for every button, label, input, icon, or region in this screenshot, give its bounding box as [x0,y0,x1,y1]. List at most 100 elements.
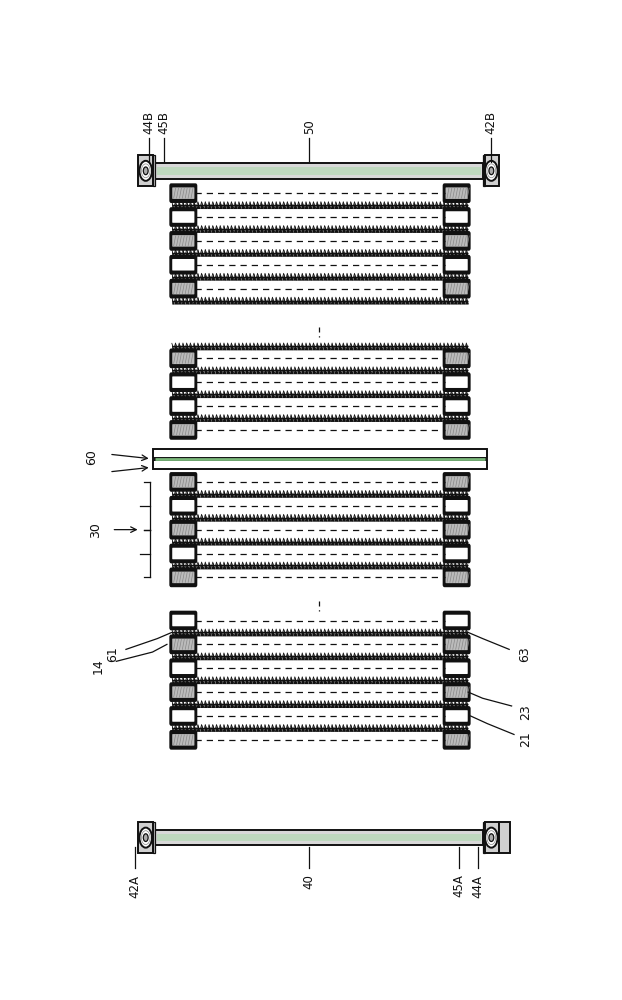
FancyBboxPatch shape [170,421,197,439]
FancyBboxPatch shape [443,659,470,677]
FancyBboxPatch shape [170,659,197,677]
FancyBboxPatch shape [443,397,470,415]
Circle shape [139,161,152,181]
Bar [157,167,481,175]
FancyBboxPatch shape [172,476,195,488]
FancyBboxPatch shape [443,707,470,725]
Bar [139,155,153,186]
FancyBboxPatch shape [445,524,468,535]
FancyBboxPatch shape [445,353,468,364]
FancyBboxPatch shape [445,283,468,294]
FancyBboxPatch shape [445,500,468,512]
Text: 42A: 42A [128,875,141,898]
FancyBboxPatch shape [443,232,470,250]
FancyBboxPatch shape [443,497,470,515]
FancyBboxPatch shape [443,280,470,297]
Text: 44A: 44A [471,875,485,898]
FancyBboxPatch shape [445,424,468,436]
FancyBboxPatch shape [172,662,195,674]
FancyBboxPatch shape [170,497,197,515]
FancyBboxPatch shape [170,521,197,538]
Bar [155,163,483,179]
FancyBboxPatch shape [172,548,195,559]
FancyBboxPatch shape [170,280,197,297]
FancyBboxPatch shape [170,612,197,629]
Text: 63: 63 [519,646,532,662]
FancyBboxPatch shape [170,349,197,367]
FancyBboxPatch shape [170,256,197,274]
FancyBboxPatch shape [443,569,470,586]
FancyBboxPatch shape [170,208,197,226]
FancyBboxPatch shape [172,524,195,535]
Text: 44B: 44B [142,111,156,134]
FancyBboxPatch shape [172,187,195,199]
Bar [154,449,486,458]
FancyBboxPatch shape [445,662,468,674]
Text: 14: 14 [91,658,104,674]
FancyBboxPatch shape [172,400,195,412]
FancyBboxPatch shape [170,184,197,202]
Circle shape [489,834,494,841]
FancyBboxPatch shape [443,521,470,538]
FancyBboxPatch shape [445,710,468,722]
Bar [153,822,155,853]
FancyBboxPatch shape [172,376,195,388]
FancyBboxPatch shape [443,636,470,653]
FancyBboxPatch shape [445,639,468,650]
FancyBboxPatch shape [170,569,197,586]
FancyBboxPatch shape [443,349,470,367]
Circle shape [485,161,498,181]
FancyBboxPatch shape [170,373,197,391]
FancyBboxPatch shape [443,731,470,749]
FancyBboxPatch shape [172,424,195,436]
Text: 23: 23 [519,704,532,720]
Bar [483,822,485,853]
Text: 40: 40 [303,875,315,889]
FancyBboxPatch shape [170,545,197,562]
Circle shape [485,828,498,848]
FancyBboxPatch shape [170,707,197,725]
Bar [153,155,155,186]
FancyBboxPatch shape [445,400,468,412]
Circle shape [143,167,148,175]
FancyBboxPatch shape [172,734,195,746]
FancyBboxPatch shape [445,259,468,271]
Text: 45B: 45B [157,111,170,134]
FancyBboxPatch shape [170,232,197,250]
Text: 50: 50 [303,119,315,134]
FancyBboxPatch shape [445,211,468,223]
Bar [157,834,481,841]
FancyBboxPatch shape [445,734,468,746]
FancyBboxPatch shape [172,211,195,223]
FancyBboxPatch shape [445,548,468,559]
FancyBboxPatch shape [443,683,470,701]
FancyBboxPatch shape [445,187,468,199]
FancyBboxPatch shape [172,615,195,626]
Bar [485,155,499,186]
FancyBboxPatch shape [445,376,468,388]
FancyBboxPatch shape [170,473,197,491]
FancyBboxPatch shape [172,500,195,512]
FancyBboxPatch shape [443,545,470,562]
Circle shape [143,834,148,841]
Text: 45A: 45A [452,875,465,897]
Bar [154,460,486,469]
Bar [155,830,483,845]
FancyBboxPatch shape [445,235,468,247]
Circle shape [489,167,494,175]
Text: 61: 61 [106,646,119,662]
FancyBboxPatch shape [443,208,470,226]
Text: 21: 21 [519,731,532,747]
FancyBboxPatch shape [172,283,195,294]
FancyBboxPatch shape [445,572,468,583]
FancyBboxPatch shape [445,686,468,698]
FancyBboxPatch shape [172,639,195,650]
Bar [485,822,499,853]
FancyBboxPatch shape [172,235,195,247]
Text: 42B: 42B [485,111,498,134]
FancyBboxPatch shape [170,636,197,653]
Bar [483,155,485,186]
FancyBboxPatch shape [443,184,470,202]
Text: 30: 30 [90,522,103,538]
FancyBboxPatch shape [443,256,470,274]
